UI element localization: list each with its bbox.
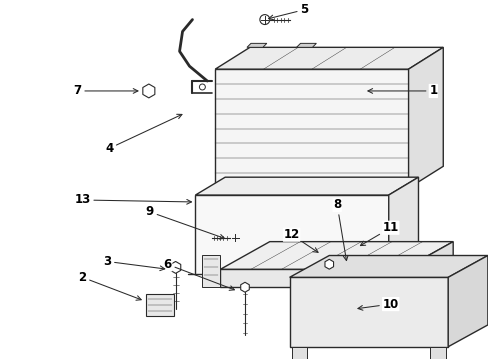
Text: 11: 11	[361, 221, 399, 246]
Text: 3: 3	[103, 255, 165, 271]
Text: 9: 9	[146, 206, 224, 239]
Circle shape	[325, 256, 335, 266]
Polygon shape	[292, 347, 307, 359]
Text: 4: 4	[105, 114, 182, 155]
Polygon shape	[215, 47, 443, 69]
Text: 2: 2	[78, 271, 141, 300]
Circle shape	[230, 233, 240, 243]
Polygon shape	[448, 256, 488, 347]
Polygon shape	[215, 69, 409, 188]
Text: 1: 1	[368, 85, 438, 98]
Circle shape	[270, 255, 281, 267]
Polygon shape	[241, 282, 249, 292]
Polygon shape	[146, 294, 173, 316]
Polygon shape	[296, 43, 317, 47]
Polygon shape	[220, 242, 453, 269]
Text: 10: 10	[358, 298, 399, 311]
Text: 12: 12	[284, 228, 318, 252]
Circle shape	[319, 302, 339, 322]
Circle shape	[385, 304, 401, 320]
Circle shape	[343, 52, 350, 60]
Polygon shape	[325, 259, 334, 269]
Polygon shape	[290, 277, 448, 347]
Text: 8: 8	[333, 198, 348, 261]
Circle shape	[389, 308, 397, 316]
Circle shape	[323, 52, 331, 60]
Polygon shape	[220, 269, 404, 287]
Polygon shape	[409, 47, 443, 188]
Text: 5: 5	[269, 3, 309, 20]
Polygon shape	[389, 177, 418, 274]
Text: 13: 13	[74, 193, 192, 207]
Text: 6: 6	[164, 258, 234, 290]
Polygon shape	[430, 347, 446, 359]
Polygon shape	[196, 177, 418, 195]
Circle shape	[324, 307, 334, 317]
Polygon shape	[290, 256, 488, 277]
Circle shape	[303, 52, 311, 60]
Polygon shape	[404, 242, 453, 287]
Circle shape	[403, 224, 411, 231]
Polygon shape	[196, 195, 389, 274]
Circle shape	[278, 52, 286, 60]
Polygon shape	[202, 255, 220, 287]
Polygon shape	[143, 84, 155, 98]
Polygon shape	[247, 43, 267, 47]
Text: 7: 7	[74, 85, 138, 98]
Polygon shape	[171, 261, 181, 273]
Circle shape	[260, 15, 270, 24]
Circle shape	[363, 52, 370, 60]
Circle shape	[199, 84, 205, 90]
